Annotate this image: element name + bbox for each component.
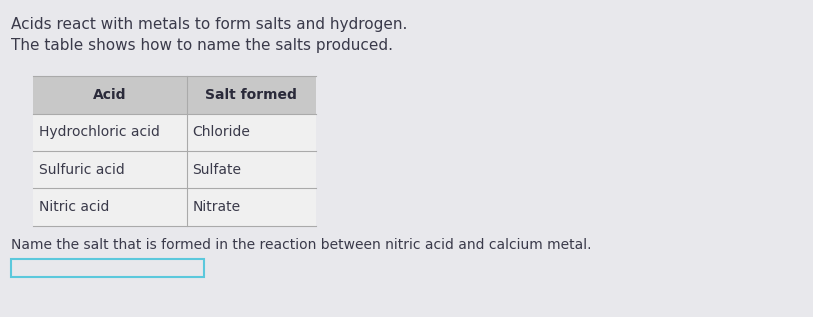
Text: Acids react with metals to form salts and hydrogen.: Acids react with metals to form salts an… <box>11 16 407 31</box>
Text: Nitric acid: Nitric acid <box>38 200 109 214</box>
Text: The table shows how to name the salts produced.: The table shows how to name the salts pr… <box>11 38 393 53</box>
Bar <box>11 259 204 277</box>
Text: Hydrochloric acid: Hydrochloric acid <box>38 126 159 139</box>
Text: Sulfuric acid: Sulfuric acid <box>38 163 124 177</box>
Text: Sulfate: Sulfate <box>193 163 241 177</box>
Text: Nitrate: Nitrate <box>193 200 241 214</box>
Text: Salt formed: Salt formed <box>205 88 297 102</box>
Bar <box>33 189 315 226</box>
Bar <box>33 76 315 114</box>
Text: Chloride: Chloride <box>193 126 250 139</box>
Text: Acid: Acid <box>93 88 126 102</box>
Text: Name the salt that is formed in the reaction between nitric acid and calcium met: Name the salt that is formed in the reac… <box>11 237 591 252</box>
Bar <box>33 114 315 151</box>
Bar <box>33 151 315 189</box>
